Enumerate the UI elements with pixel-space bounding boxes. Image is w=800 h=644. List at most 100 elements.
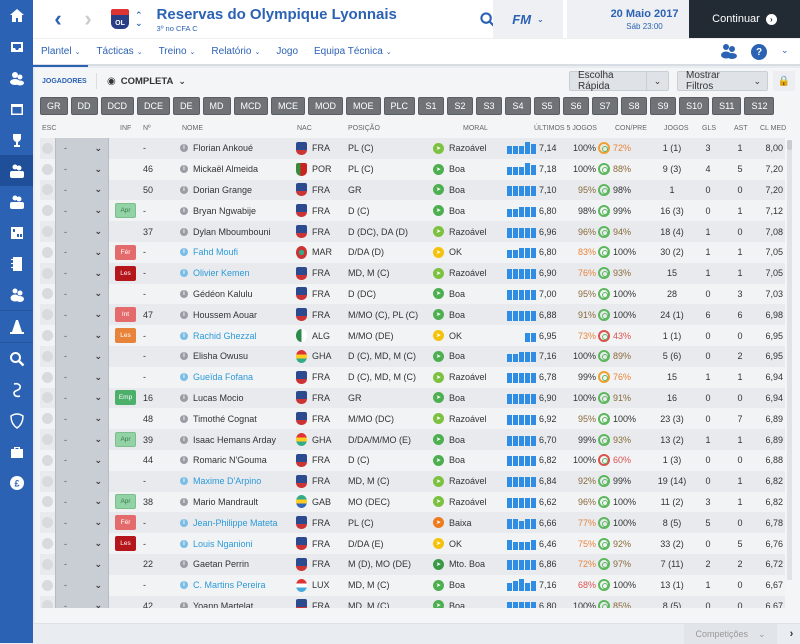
table-row[interactable]: - ⌄ - i Elisha Owusu GHA D (C), MD, M (C) ➤ Boa 7… bbox=[40, 345, 785, 367]
player-name[interactable]: Yoann Martelat bbox=[193, 600, 254, 608]
player-name-cell[interactable]: i Romaric N'Gouma bbox=[180, 450, 300, 471]
selection-dropdown[interactable]: - ⌄ bbox=[55, 387, 109, 409]
selection-dropdown[interactable]: - ⌄ bbox=[55, 241, 109, 263]
select-checkbox[interactable] bbox=[42, 138, 56, 159]
info-icon[interactable]: i bbox=[180, 331, 188, 340]
status-badge[interactable]: Les bbox=[115, 265, 136, 281]
sidebar-item-staff[interactable] bbox=[0, 279, 33, 310]
player-name-cell[interactable]: i C. Martins Pereira bbox=[180, 575, 300, 596]
position-filter-mod[interactable]: MOD bbox=[308, 97, 344, 115]
select-checkbox[interactable] bbox=[42, 575, 56, 596]
player-name[interactable]: Lucas Mocio bbox=[193, 392, 244, 403]
view-selector[interactable]: ◉ COMPLETA ⌄ bbox=[107, 76, 186, 87]
player-name[interactable]: Rachid Ghezzal bbox=[193, 330, 257, 341]
info-icon[interactable]: i bbox=[180, 601, 188, 608]
continue-button[interactable]: Continuar › bbox=[689, 0, 800, 38]
col-ultimos[interactable]: ÚLTIMOS 5 JOGOS bbox=[534, 125, 597, 132]
player-name-cell[interactable]: i Fahd Moufi bbox=[180, 242, 300, 263]
selection-dropdown[interactable]: - ⌄ bbox=[55, 429, 109, 450]
selection-dropdown[interactable]: - ⌄ bbox=[55, 470, 109, 492]
player-name[interactable]: Houssem Aouar bbox=[193, 309, 258, 320]
position-filter-s4[interactable]: S4 bbox=[505, 97, 532, 115]
info-icon[interactable]: i bbox=[180, 435, 188, 444]
tab-relatório[interactable]: Relatório ⌄ bbox=[203, 39, 268, 65]
player-name[interactable]: Elisha Owusu bbox=[193, 351, 249, 362]
player-name-cell[interactable]: i Gédéon Kalulu bbox=[180, 284, 300, 305]
select-checkbox[interactable] bbox=[42, 408, 56, 429]
col-ast[interactable]: AST bbox=[734, 125, 748, 132]
player-name[interactable]: Bryan Ngwabije bbox=[193, 205, 257, 216]
position-filter-md[interactable]: MD bbox=[202, 97, 231, 115]
tab-treino[interactable]: Treino ⌄ bbox=[151, 39, 204, 65]
lock-icon[interactable]: 🔒 bbox=[773, 71, 795, 91]
position-filter-dce[interactable]: DCE bbox=[137, 97, 171, 115]
selection-dropdown[interactable]: - ⌄ bbox=[55, 408, 109, 430]
sidebar-item-trophy[interactable] bbox=[0, 124, 33, 155]
player-name[interactable]: Gaetan Perrin bbox=[193, 559, 250, 570]
table-row[interactable]: - ⌄ Les - i Rachid Ghezzal ALG M/MO (DE) ➤ OK 6,95… bbox=[40, 325, 785, 346]
sidebar-item-calendar[interactable] bbox=[0, 93, 33, 124]
table-row[interactable]: - ⌄ Apr - i Bryan Ngwabije FRA D (C) ➤ Boa 6,80 98%… bbox=[40, 200, 785, 222]
selection-dropdown[interactable]: - ⌄ bbox=[55, 449, 109, 471]
table-row[interactable]: - ⌄ Fér - i Jean-Philippe Mateta FRA PL (C) ➤ Bai… bbox=[40, 512, 785, 534]
table-row[interactable]: - ⌄ Emp 16 i Lucas Mocio FRA GR ➤ Boa 6,90 100% 91% 1… bbox=[40, 387, 785, 409]
status-badge[interactable]: Les bbox=[115, 536, 136, 552]
player-name[interactable]: Mickaël Almeida bbox=[193, 164, 259, 175]
position-filter-dd[interactable]: DD bbox=[70, 97, 98, 115]
player-name-cell[interactable]: i Dylan Mboumbouni bbox=[180, 221, 300, 242]
tab-tácticas[interactable]: Tácticas ⌄ bbox=[88, 39, 150, 65]
position-filter-mce[interactable]: MCE bbox=[271, 97, 306, 115]
select-checkbox[interactable] bbox=[42, 450, 56, 471]
selection-dropdown[interactable]: - ⌄ bbox=[55, 366, 109, 388]
position-filter-s9[interactable]: S9 bbox=[650, 97, 677, 115]
info-icon[interactable]: i bbox=[180, 560, 188, 569]
player-name-cell[interactable]: i Florian Ankoué bbox=[180, 138, 300, 159]
col-nome[interactable]: NOME bbox=[182, 125, 203, 132]
selection-dropdown[interactable]: - ⌄ bbox=[55, 200, 109, 222]
col-moral[interactable]: MORAL bbox=[463, 125, 488, 132]
table-row[interactable]: - ⌄ 42 i Yoann Martelat FRA MD, M (C) ➤ Boa 6,80 1… bbox=[40, 595, 785, 608]
status-badge[interactable]: Apr bbox=[115, 494, 136, 510]
show-filters-dropdown[interactable]: Mostrar Filtros ⌄ bbox=[677, 70, 768, 92]
selection-dropdown[interactable]: - ⌄ bbox=[55, 574, 109, 596]
player-name[interactable]: Florian Ankoué bbox=[193, 143, 254, 154]
position-filter-s11[interactable]: S11 bbox=[712, 97, 742, 115]
sidebar-item-finances[interactable]: £ bbox=[0, 467, 33, 498]
status-badge[interactable]: Fér bbox=[115, 244, 136, 260]
status-badge[interactable]: Fér bbox=[115, 515, 136, 531]
forward-button[interactable]: › bbox=[84, 6, 92, 31]
col-jogos[interactable]: JOGOS bbox=[664, 125, 689, 132]
table-row[interactable]: - ⌄ - i Florian Ankoué FRA PL (C) ➤ Razoável 7,14… bbox=[40, 138, 785, 159]
select-checkbox[interactable] bbox=[42, 533, 56, 554]
position-filter-dcd[interactable]: DCD bbox=[100, 97, 134, 115]
sidebar-item-transfers[interactable] bbox=[0, 374, 33, 405]
table-row[interactable]: - ⌄ - i Gédéon Kalulu FRA D (DC) ➤ Boa 7,00 95% 100… bbox=[40, 283, 785, 305]
select-checkbox[interactable] bbox=[42, 512, 56, 533]
sidebar-item-home[interactable] bbox=[0, 0, 33, 31]
select-checkbox[interactable] bbox=[42, 200, 56, 221]
table-row[interactable]: - ⌄ Les - i Olivier Kemen FRA MD, M (C) ➤ Razoáve… bbox=[40, 262, 785, 284]
player-name[interactable]: Olivier Kemen bbox=[193, 268, 250, 279]
quick-pick-dropdown[interactable]: Escolha Rápida ⌄ bbox=[569, 70, 669, 92]
status-badge[interactable]: Les bbox=[115, 328, 136, 344]
club-crest[interactable]: OL bbox=[111, 9, 129, 29]
status-badge[interactable]: Emp bbox=[115, 390, 136, 406]
select-checkbox[interactable] bbox=[42, 263, 56, 284]
player-name[interactable]: Romaric N'Gouma bbox=[193, 455, 267, 466]
player-name[interactable]: Mario Mandrault bbox=[193, 496, 259, 507]
select-checkbox[interactable] bbox=[42, 388, 56, 409]
select-checkbox[interactable] bbox=[42, 471, 56, 492]
table-row[interactable]: - ⌄ - i Gueïda Fofana FRA D (C), MD, M (C) ➤ Raz… bbox=[40, 366, 785, 388]
chevron-down-icon[interactable]: ⌄ bbox=[135, 18, 143, 28]
table-scrollbar[interactable] bbox=[787, 140, 792, 580]
col-clmed[interactable]: CL MED bbox=[760, 125, 787, 132]
info-icon[interactable]: i bbox=[180, 539, 188, 548]
status-badge[interactable]: Int bbox=[115, 307, 136, 323]
selection-dropdown[interactable]: - ⌄ bbox=[55, 345, 109, 367]
player-name[interactable]: C. Martins Pereira bbox=[193, 580, 266, 591]
player-name-cell[interactable]: i Mickaël Almeida bbox=[180, 159, 300, 180]
table-row[interactable]: - ⌄ 37 i Dylan Mboumbouni FRA D (DC), DA (D) ➤ R… bbox=[40, 221, 785, 242]
player-name-cell[interactable]: i Houssem Aouar bbox=[180, 304, 300, 325]
selection-dropdown[interactable]: - ⌄ bbox=[55, 179, 109, 201]
staff-group-button[interactable] bbox=[720, 43, 738, 64]
